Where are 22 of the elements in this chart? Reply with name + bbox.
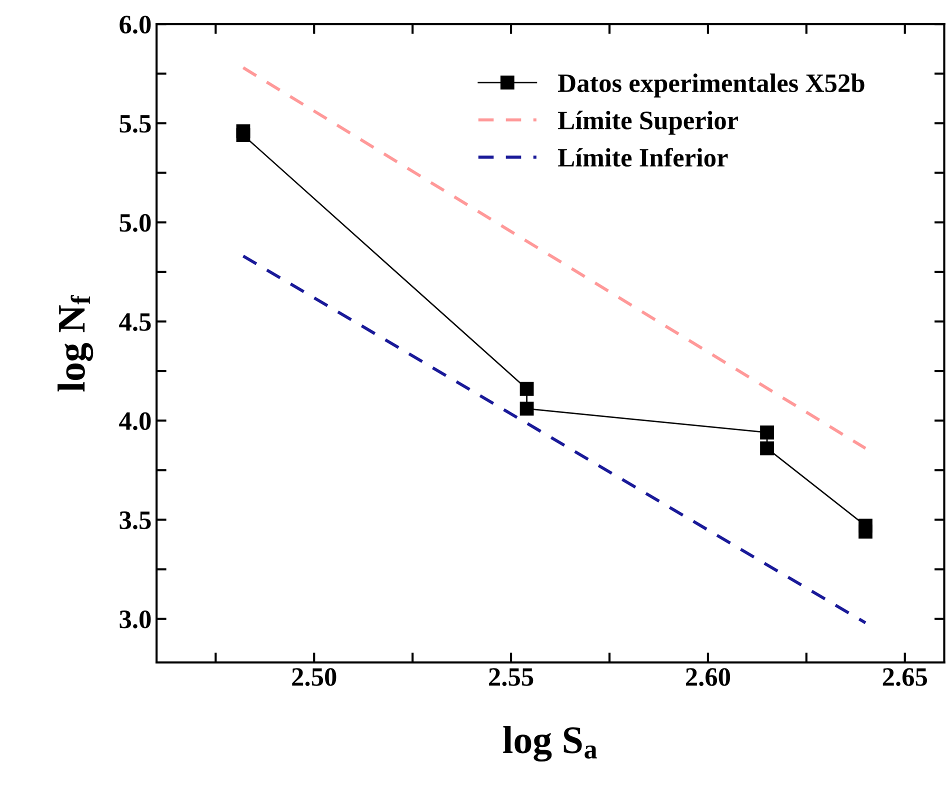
- y-tick-label: 3.5: [120, 511, 151, 530]
- y-tick-label: 6.0: [120, 16, 151, 34]
- legend-label: Datos experimentales X52b: [558, 74, 864, 98]
- y-axis-title: log N$_{f}$: [58, 295, 94, 392]
- y-tick-label: 5.5: [120, 115, 151, 133]
- x-tick-label: 2.50: [292, 668, 336, 686]
- y-tick-label: 5.0: [120, 214, 151, 232]
- x-axis-title: log S$_{a}$: [503, 726, 597, 762]
- legend-label: Límite Superior: [558, 110, 738, 135]
- point: [760, 426, 774, 440]
- x-tick-label: 2.60: [686, 668, 730, 686]
- point: [520, 382, 534, 396]
- y-tick-label: 4.5: [119, 313, 151, 332]
- x-tick-label: 2.55: [489, 668, 534, 686]
- point: [236, 128, 250, 142]
- y-tick-label: 4.0: [119, 412, 151, 430]
- x-tick-label: 2.65: [882, 668, 927, 686]
- y-tick-label: 3.0: [120, 610, 151, 628]
- legend-label: Límite Inferior: [558, 148, 728, 167]
- point: [760, 441, 774, 456]
- point: [858, 524, 872, 539]
- point: [520, 402, 534, 416]
